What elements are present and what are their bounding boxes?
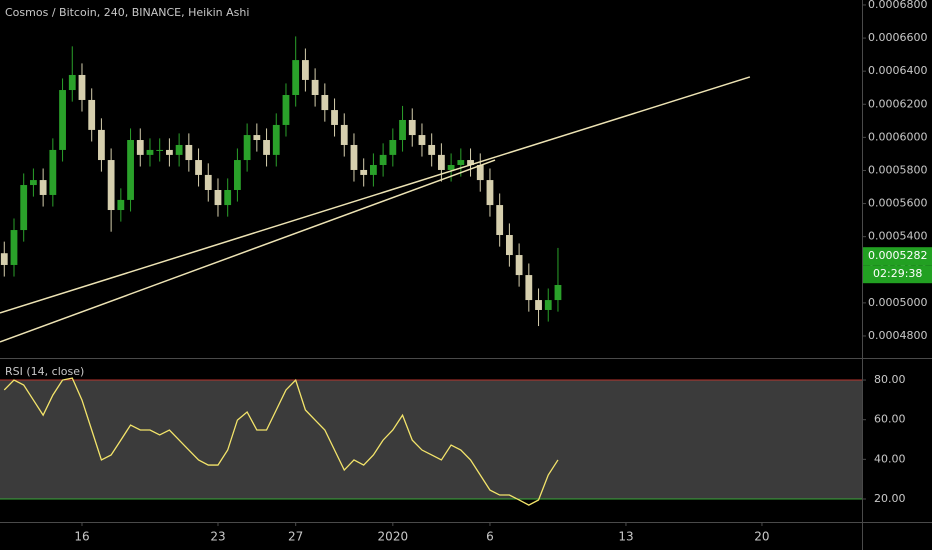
candle-body xyxy=(331,110,338,125)
candle-body xyxy=(234,160,241,190)
x-tick-label: 6 xyxy=(486,530,494,544)
y-tick-label: 0.0006600 xyxy=(868,31,928,44)
candle-body xyxy=(544,300,552,310)
y-tick-label: 20.00 xyxy=(874,492,906,505)
candle-body xyxy=(476,165,484,181)
candle-body xyxy=(136,140,144,155)
trend-line xyxy=(0,76,751,314)
countdown-tag xyxy=(863,265,932,284)
candle-body xyxy=(224,189,232,206)
candle-body xyxy=(408,119,416,136)
candle-body xyxy=(379,154,387,166)
candle-body xyxy=(39,180,47,195)
y-tick-label: 40.00 xyxy=(874,452,906,465)
x-tick-label: 27 xyxy=(288,530,303,544)
candle-body xyxy=(282,94,290,125)
trend-line xyxy=(0,159,496,343)
y-tick-label: 0.0006200 xyxy=(868,97,928,110)
candle-body xyxy=(311,79,319,95)
candle-body xyxy=(437,154,445,170)
candle-body xyxy=(302,60,309,80)
candle-body xyxy=(253,135,261,141)
candle-body xyxy=(117,199,125,211)
candle-body xyxy=(486,180,494,206)
candle-body xyxy=(389,140,397,155)
candle-body xyxy=(20,185,28,231)
candle-body xyxy=(535,300,542,310)
candle-body xyxy=(350,144,358,170)
x-tick-label: 16 xyxy=(74,530,89,544)
candle-body xyxy=(457,160,465,166)
candle-body xyxy=(243,135,251,161)
candle-body xyxy=(399,119,406,141)
candle-body xyxy=(127,140,134,200)
y-tick-label: 0.0005600 xyxy=(868,197,928,210)
candle-body xyxy=(505,235,513,256)
candle-body xyxy=(321,94,329,111)
y-tick-label: 0.0005000 xyxy=(868,296,928,309)
y-tick-label: 0.0005400 xyxy=(868,230,928,243)
x-tick-label: 2020 xyxy=(378,530,409,544)
candle-body xyxy=(68,74,76,91)
candle-body xyxy=(360,169,368,175)
countdown-label: 02:29:38 xyxy=(873,267,922,280)
candle-body xyxy=(515,255,523,276)
candle-body xyxy=(447,165,455,170)
candle-body xyxy=(418,135,426,145)
candle-body xyxy=(496,205,504,236)
x-tick-label: 20 xyxy=(754,530,769,544)
candle-body xyxy=(185,144,193,161)
price-tag-label: 0.0005282 xyxy=(868,249,928,262)
candle-body xyxy=(204,174,212,190)
y-tick-label: 80.00 xyxy=(874,373,906,386)
candle-body xyxy=(156,149,164,151)
candle-body xyxy=(0,253,8,265)
candle-body xyxy=(214,189,222,206)
chart-title: Cosmos / Bitcoin, 240, BINANCE, Heikin A… xyxy=(5,6,249,19)
candle-body xyxy=(49,149,57,195)
candle-body xyxy=(166,149,173,155)
y-tick-label: 0.0006800 xyxy=(868,0,928,11)
candle-body xyxy=(263,140,270,155)
candle-body xyxy=(88,99,96,130)
x-tick-label: 23 xyxy=(210,530,225,544)
candle-body xyxy=(428,144,436,155)
x-tick-label: 13 xyxy=(618,530,633,544)
candle-body xyxy=(292,60,300,95)
candle-body xyxy=(59,90,66,150)
candle-body xyxy=(272,124,280,155)
y-tick-label: 0.0006400 xyxy=(868,64,928,77)
candle-body xyxy=(467,160,474,166)
candle-body xyxy=(78,74,86,100)
y-tick-label: 0.0005800 xyxy=(868,163,928,176)
candle-body xyxy=(369,165,377,175)
candle-body xyxy=(10,230,18,265)
price-tag xyxy=(863,247,932,266)
rsi-band xyxy=(0,380,862,499)
candle-body xyxy=(525,275,533,301)
y-tick-label: 60.00 xyxy=(874,413,906,426)
candle-body xyxy=(554,284,562,301)
candle-body xyxy=(98,129,105,161)
rsi-line xyxy=(3,377,559,506)
candle-body xyxy=(146,149,154,155)
y-tick-label: 0.0006000 xyxy=(868,130,928,143)
candle-body xyxy=(340,124,348,145)
rsi-title: RSI (14, close) xyxy=(5,365,84,378)
candle-body xyxy=(195,160,202,175)
y-tick-label: 0.0004800 xyxy=(868,329,928,342)
candle-body xyxy=(107,160,115,211)
candle-body xyxy=(30,180,37,186)
candle-body xyxy=(175,144,183,155)
